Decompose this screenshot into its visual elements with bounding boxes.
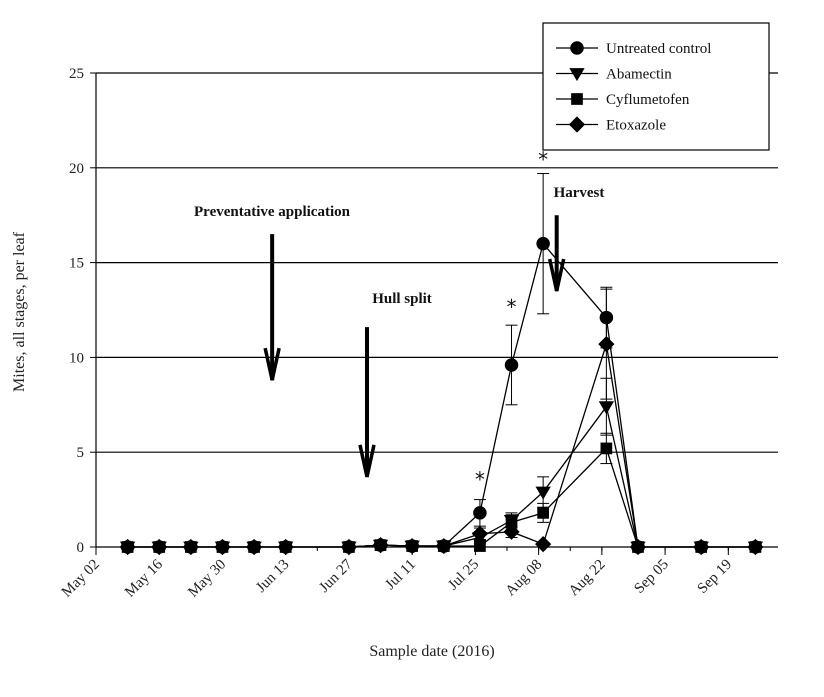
series-cyflumetofen	[121, 432, 762, 553]
x-tick-label: May 16	[122, 556, 166, 600]
data-point-cyflumetofen	[505, 516, 518, 529]
series-untreated-control	[120, 172, 763, 554]
gridlines	[96, 72, 778, 453]
data-point-etoxazole	[471, 525, 489, 542]
data-point-etoxazole	[747, 538, 764, 556]
data-point-etoxazole	[119, 538, 136, 556]
y-tick-label: 5	[77, 445, 85, 461]
data-point-etoxazole	[277, 538, 294, 556]
y-axis-title: Mites, all stages, per leaf	[11, 231, 28, 392]
data-point-untreated-control	[473, 506, 487, 520]
legend-marker-etoxazole	[568, 116, 586, 133]
x-tick-label: Aug 08	[503, 557, 546, 600]
annotation-layer: Preventative application Hull split Harves…	[194, 147, 604, 491]
data-point-etoxazole	[598, 336, 615, 353]
data-point-etoxazole	[404, 537, 421, 555]
data-point-etoxazole	[182, 538, 199, 556]
significance-star: *	[507, 295, 517, 319]
annotation-arrow-head	[358, 444, 376, 478]
data-point-etoxazole	[372, 537, 389, 554]
annotation-arrow-head	[547, 258, 566, 292]
y-tick-label: 0	[77, 540, 85, 556]
series-etoxazole	[119, 288, 764, 556]
data-point-etoxazole	[245, 538, 263, 556]
legend-marker-cyflumetofen	[571, 93, 583, 105]
data-point-etoxazole	[340, 538, 358, 556]
data-point-abamectin	[535, 486, 551, 500]
legend-item-etoxazole: Etoxazole	[556, 116, 666, 134]
x-tick-label: Jul 25	[445, 557, 482, 594]
y-tick-label: 15	[69, 256, 84, 272]
legend-label: Etoxazole	[606, 118, 666, 134]
legend-label: Abamectin	[606, 67, 672, 83]
legend-label: Untreated control	[606, 41, 711, 57]
data-point-cyflumetofen	[600, 442, 613, 455]
significance-star: *	[475, 468, 485, 492]
significance-star: *	[538, 147, 548, 171]
x-axis-title: Sample date (2016)	[369, 643, 494, 660]
series-abamectin	[119, 377, 764, 555]
legend: Untreated control Abamectin Cyflumetofen Et…	[542, 22, 770, 151]
x-tick-label: Jun 27	[316, 556, 356, 596]
legend-item-untreated-control: Untreated control	[556, 41, 711, 57]
x-tick-label: Jun 13	[253, 557, 292, 596]
x-axis-ticks: May 02 May 16 May 30 Jun 13 Jun 27 Jul 11 Jul …	[59, 547, 761, 601]
series-line-abamectin	[127, 405, 756, 548]
x-tick-label: Jul 11	[382, 557, 419, 594]
data-point-etoxazole	[629, 538, 647, 556]
series-line-untreated-control	[127, 242, 756, 548]
y-tick-label: 20	[69, 161, 84, 177]
y-axis-ticks: 0 5 10 15 20 25	[69, 66, 96, 556]
data-point-etoxazole	[535, 536, 552, 553]
data-point-cyflumetofen	[474, 540, 486, 552]
x-tick-label: Sep 05	[631, 557, 671, 597]
annotation-text: Preventative application	[194, 204, 351, 220]
y-tick-label: 25	[69, 66, 84, 82]
data-point-abamectin	[598, 401, 615, 415]
annotation-arrow-head	[263, 347, 281, 381]
series-layer	[119, 172, 764, 556]
x-tick-label: May 30	[185, 557, 229, 601]
data-point-etoxazole	[435, 537, 452, 555]
annotation-text: Harvest	[554, 185, 605, 201]
data-point-etoxazole	[151, 538, 168, 556]
data-point-cyflumetofen	[537, 507, 549, 519]
x-tick-label: Aug 22	[566, 557, 609, 600]
legend-label: Cyflumetofen	[606, 92, 690, 108]
legend-marker-abamectin	[569, 68, 585, 82]
x-tick-label: Sep 19	[695, 557, 735, 597]
annotation-text: Hull split	[372, 291, 432, 307]
data-point-untreated-control	[536, 236, 550, 251]
legend-marker-untreated-control	[570, 41, 584, 55]
series-line-etoxazole	[127, 343, 756, 548]
data-point-etoxazole	[214, 538, 231, 556]
data-point-untreated-control	[504, 358, 519, 372]
x-tick-label: May 02	[59, 557, 103, 601]
data-point-etoxazole	[503, 523, 520, 540]
series-line-cyflumetofen	[127, 447, 756, 548]
data-point-etoxazole	[693, 538, 710, 556]
y-tick-label: 10	[69, 350, 84, 366]
legend-item-abamectin: Abamectin	[556, 67, 672, 83]
legend-item-cyflumetofen: Cyflumetofen	[556, 92, 690, 108]
